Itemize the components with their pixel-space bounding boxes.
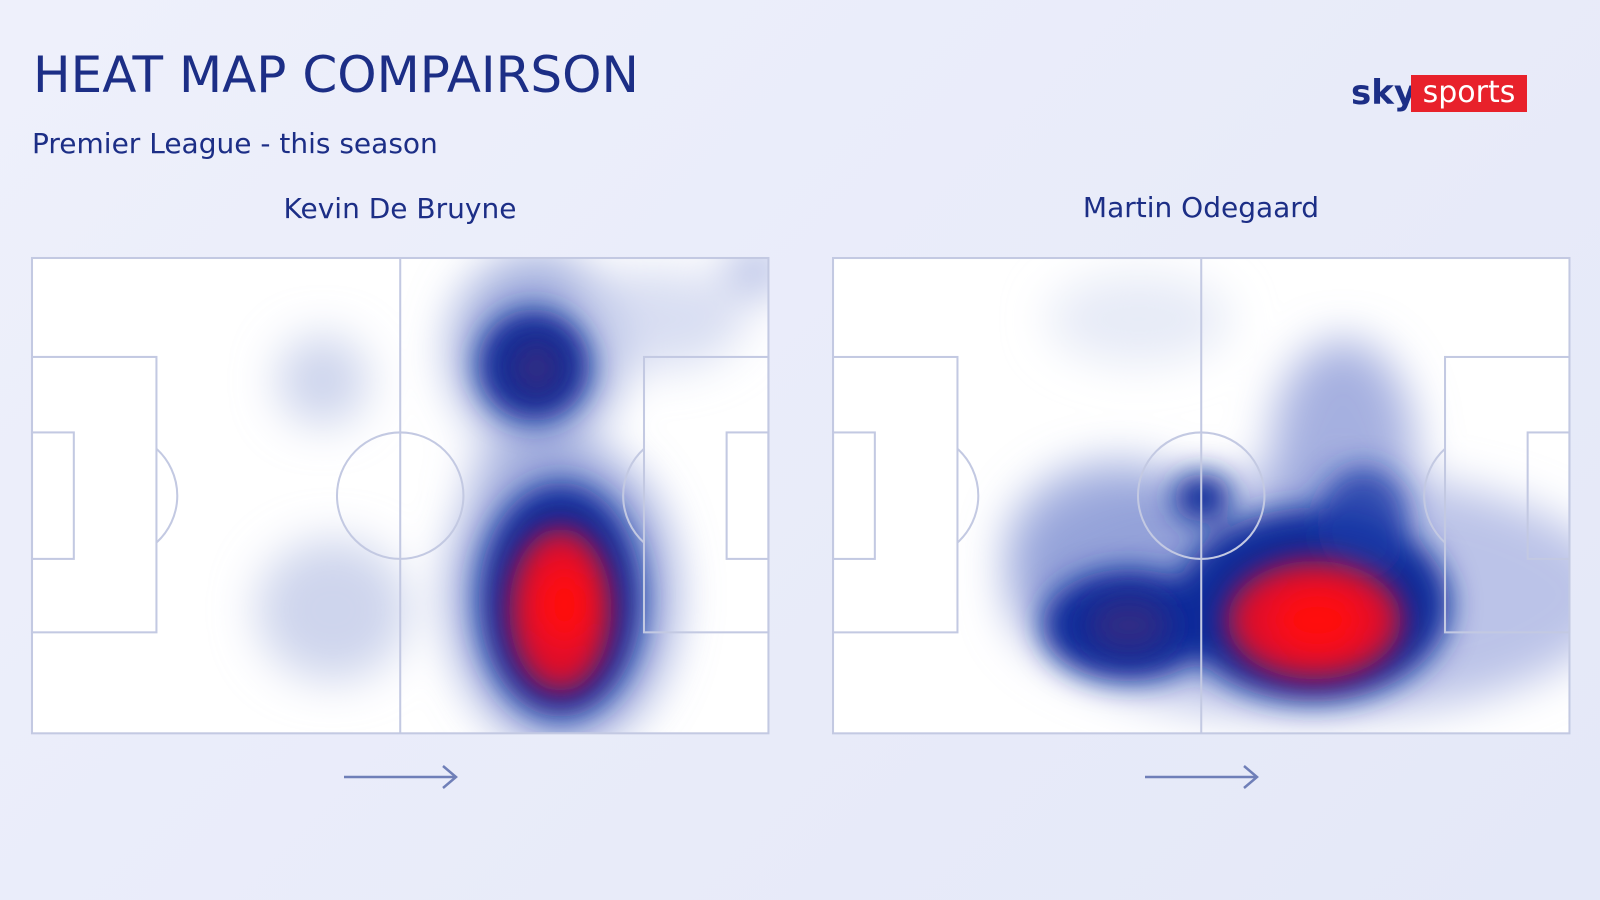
player-name: Martin Odegaard xyxy=(1083,191,1319,224)
pitch-line xyxy=(1136,431,1266,560)
pitch-line xyxy=(335,431,465,560)
heat xyxy=(256,258,769,734)
logo: sky sports xyxy=(1351,73,1527,113)
subtitle: Premier League - this season xyxy=(32,127,438,160)
title: HEAT MAP COMPAIRSON xyxy=(33,46,639,104)
pitch-line xyxy=(30,431,75,560)
heat xyxy=(1006,273,1570,717)
pitch-line xyxy=(622,447,645,544)
direction-arrow xyxy=(344,765,458,789)
pitch xyxy=(30,256,770,735)
logo-sports: sports xyxy=(1423,75,1516,110)
pitch-line xyxy=(155,447,179,544)
player-name: Kevin De Bruyne xyxy=(284,192,517,225)
pitch-line xyxy=(725,431,770,560)
logo-box xyxy=(1411,75,1527,112)
pitch-line xyxy=(1423,447,1446,544)
pitch xyxy=(831,256,1571,735)
pitch-line xyxy=(956,447,980,544)
pitch-line xyxy=(1526,431,1571,560)
pitch-line xyxy=(831,431,876,560)
direction-arrow xyxy=(1145,765,1259,789)
logo-sky: sky xyxy=(1351,73,1416,113)
